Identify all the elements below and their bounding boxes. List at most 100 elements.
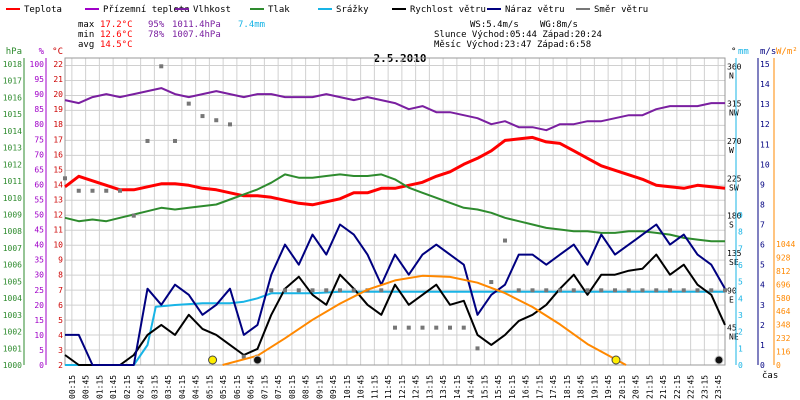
y-tick-label: 85 xyxy=(34,105,44,114)
y-tick-label: 12 xyxy=(760,120,770,129)
series-line-wind xyxy=(64,253,726,366)
y-tick-label: 95 xyxy=(34,75,44,84)
y-tick-label: 22 xyxy=(53,60,63,69)
x-tick-label: 01:15 xyxy=(95,375,104,399)
y-tick-label: 14 xyxy=(53,180,63,189)
y-tick-label: 1013 xyxy=(3,144,22,153)
x-tick-label: 09:15 xyxy=(315,375,324,399)
moonrise-moonset: Měsíc Východ:23:47 Západ:6:58 xyxy=(434,40,591,50)
y-tick-label: 15 xyxy=(34,316,44,325)
y-tick-label: 100 xyxy=(30,60,45,69)
legend: Teplota Přízemní teplota Vlhkost Tlak Srážky… xyxy=(6,5,648,15)
legend-label: Vlhkost xyxy=(193,5,231,15)
stat-avg-label: avg xyxy=(78,40,94,50)
y-tick-label: 11 xyxy=(760,140,770,149)
series-line-rain xyxy=(65,290,725,366)
wind-direction-point xyxy=(489,280,494,285)
x-tick-label: 08:15 xyxy=(288,375,297,399)
x-tick-label: 01:45 xyxy=(109,375,118,399)
wind-direction-point xyxy=(516,288,521,293)
y-tick-label: 180 xyxy=(727,212,742,221)
wind-direction-point xyxy=(310,288,315,293)
x-tick-label: 05:15 xyxy=(205,375,214,399)
y-tick-label: 35 xyxy=(34,256,44,265)
axis-unit-label: % xyxy=(39,47,45,57)
y-tick-label: 812 xyxy=(776,267,791,276)
legend-label: Srážky xyxy=(336,5,369,15)
legend-label: Směr větru xyxy=(594,5,648,15)
y-tick-label: 9 xyxy=(760,180,765,189)
stat-ws: WS:5.4m/s xyxy=(470,20,519,30)
stat-max-label: max xyxy=(78,20,95,30)
y-tick-label: 8 xyxy=(738,228,743,237)
y-tick-label: 3 xyxy=(58,346,63,355)
stat-max-temp: 17.2°C xyxy=(100,20,133,30)
y-tick-label: 10 xyxy=(760,160,770,169)
y-tick-label: N xyxy=(729,71,734,80)
y-tick-label: 4 xyxy=(738,294,743,303)
wind-direction-point xyxy=(406,325,411,330)
y-tick-label: 55 xyxy=(34,195,44,204)
y-tick-label: 116 xyxy=(776,348,791,357)
x-tick-label: 23:15 xyxy=(700,375,709,399)
y-tick-label: 464 xyxy=(776,307,791,316)
legend-label: Přízemní teplota xyxy=(103,5,190,15)
y-tick-label: 348 xyxy=(776,321,791,330)
y-tick-label: 1003 xyxy=(3,311,22,320)
y-tick-label: 15 xyxy=(53,165,63,174)
y-tick-label: 65 xyxy=(34,165,44,174)
stat-min-hum: 78% xyxy=(148,30,165,40)
axis-unit-label: mm xyxy=(738,47,749,57)
x-tick-label: 22:45 xyxy=(687,375,696,399)
x-tick-label: 23:45 xyxy=(714,375,723,399)
y-tick-label: 1000 xyxy=(3,361,22,370)
y-tick-label: 1008 xyxy=(3,227,22,236)
x-tick-label: 19:15 xyxy=(590,375,599,399)
y-tick-label: 19 xyxy=(53,105,63,114)
y-tick-label: 13 xyxy=(53,195,63,204)
wind-direction-point xyxy=(90,188,95,193)
x-tick-label: 20:15 xyxy=(618,375,627,399)
wind-direction-point xyxy=(76,188,81,193)
x-tick-label: 06:15 xyxy=(233,375,242,399)
y-tick-label: 4 xyxy=(760,281,765,290)
y-tick-label: NE xyxy=(729,333,739,342)
y-tick-label: 1009 xyxy=(3,211,22,220)
wind-direction-point xyxy=(393,325,397,330)
y-tick-label: 5 xyxy=(738,278,743,287)
y-tick-label: 45 xyxy=(34,226,44,235)
x-tick-label: 05:45 xyxy=(219,375,228,399)
y-tick-label: 90 xyxy=(34,90,44,99)
wind-direction-point xyxy=(709,288,714,293)
y-tick-label: 80 xyxy=(34,120,44,129)
wind-direction-point xyxy=(283,288,287,293)
legend-label: Tlak xyxy=(268,5,290,15)
wind-direction-point xyxy=(654,288,659,293)
wind-direction-point xyxy=(131,213,136,218)
wind-direction-point xyxy=(695,288,700,293)
x-tick-label: 13:15 xyxy=(425,375,434,399)
plot-frame xyxy=(64,57,726,366)
wind-direction-point xyxy=(640,288,645,293)
y-tick-label: 45 xyxy=(727,324,737,333)
y-tick-label: 1018 xyxy=(3,60,22,69)
stat-avg-temp: 14.5°C xyxy=(100,40,133,50)
moonrise-marker xyxy=(714,355,724,365)
y-tick-label: 10 xyxy=(53,241,63,250)
y-tick-label: 1010 xyxy=(3,194,22,203)
wind-direction-point xyxy=(723,288,727,293)
x-tick-label: 22:15 xyxy=(673,375,682,399)
y-tick-label: 0 xyxy=(39,361,44,370)
x-tick-label: 11:15 xyxy=(370,375,379,399)
series-line-humidity xyxy=(64,87,725,132)
x-tick-label: 00:45 xyxy=(82,375,91,399)
y-tick-label: 1005 xyxy=(3,277,22,286)
x-tick-label: 18:15 xyxy=(563,375,572,399)
wind-direction-point xyxy=(626,288,631,293)
wind-direction-point xyxy=(228,122,232,127)
wind-direction-point xyxy=(63,176,67,181)
legend-label: Teplota xyxy=(24,5,62,15)
y-tick-label: 696 xyxy=(776,280,791,289)
y-tick-label: S xyxy=(729,221,734,230)
